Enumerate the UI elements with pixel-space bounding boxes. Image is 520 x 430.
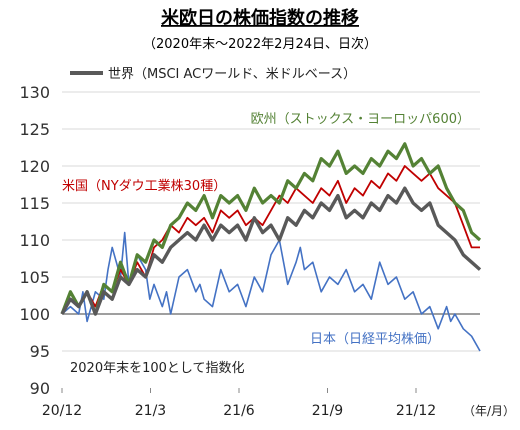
series-line-0 (61, 231, 481, 352)
x-axis-ticks: 20/12 21/3 21/6 21/9 21/12 (42, 388, 436, 419)
y-tick-label: 105 (19, 268, 50, 287)
y-tick-label: 115 (19, 194, 50, 213)
series-line-2 (60, 142, 482, 316)
y-tick-label: 90 (30, 379, 50, 398)
grid (62, 91, 480, 352)
y-tick-label: 125 (19, 120, 50, 139)
y-tick-label: 100 (19, 305, 50, 324)
y-axis-ticks: 90 95 100 105 110 115 120 125 130 (19, 83, 50, 398)
x-tick-label: 21/6 (223, 403, 255, 419)
chart-subtitle: （2020年末〜2022年2月24日、日次） (143, 36, 377, 52)
chart-title: 米欧日の株価指数の推移 (161, 7, 359, 29)
legend-world-label: 世界（MSCI ACワールド、米ドルベース） (108, 67, 356, 82)
series-lines (60, 142, 482, 352)
label-japan: 日本（日経平均株価） (310, 332, 440, 347)
label-us: 米国（NYダウ工業株30種） (62, 178, 226, 194)
y-tick-label: 95 (30, 342, 50, 361)
x-tick-label: 21/12 (396, 403, 436, 419)
series-line-3 (60, 186, 482, 316)
y-tick-label: 130 (19, 83, 50, 102)
x-tick-label: 20/12 (42, 403, 82, 419)
x-tick-label: 21/3 (135, 403, 166, 419)
y-tick-label: 120 (19, 157, 50, 176)
x-axis-unit: （年/月） (463, 404, 515, 418)
index-note: 2020年末を100として指数化 (70, 361, 245, 376)
y-tick-label: 110 (19, 231, 50, 250)
x-tick-label: 21/9 (312, 403, 343, 419)
label-europe: 欧州（ストックス・ヨーロッパ600） (251, 112, 470, 127)
